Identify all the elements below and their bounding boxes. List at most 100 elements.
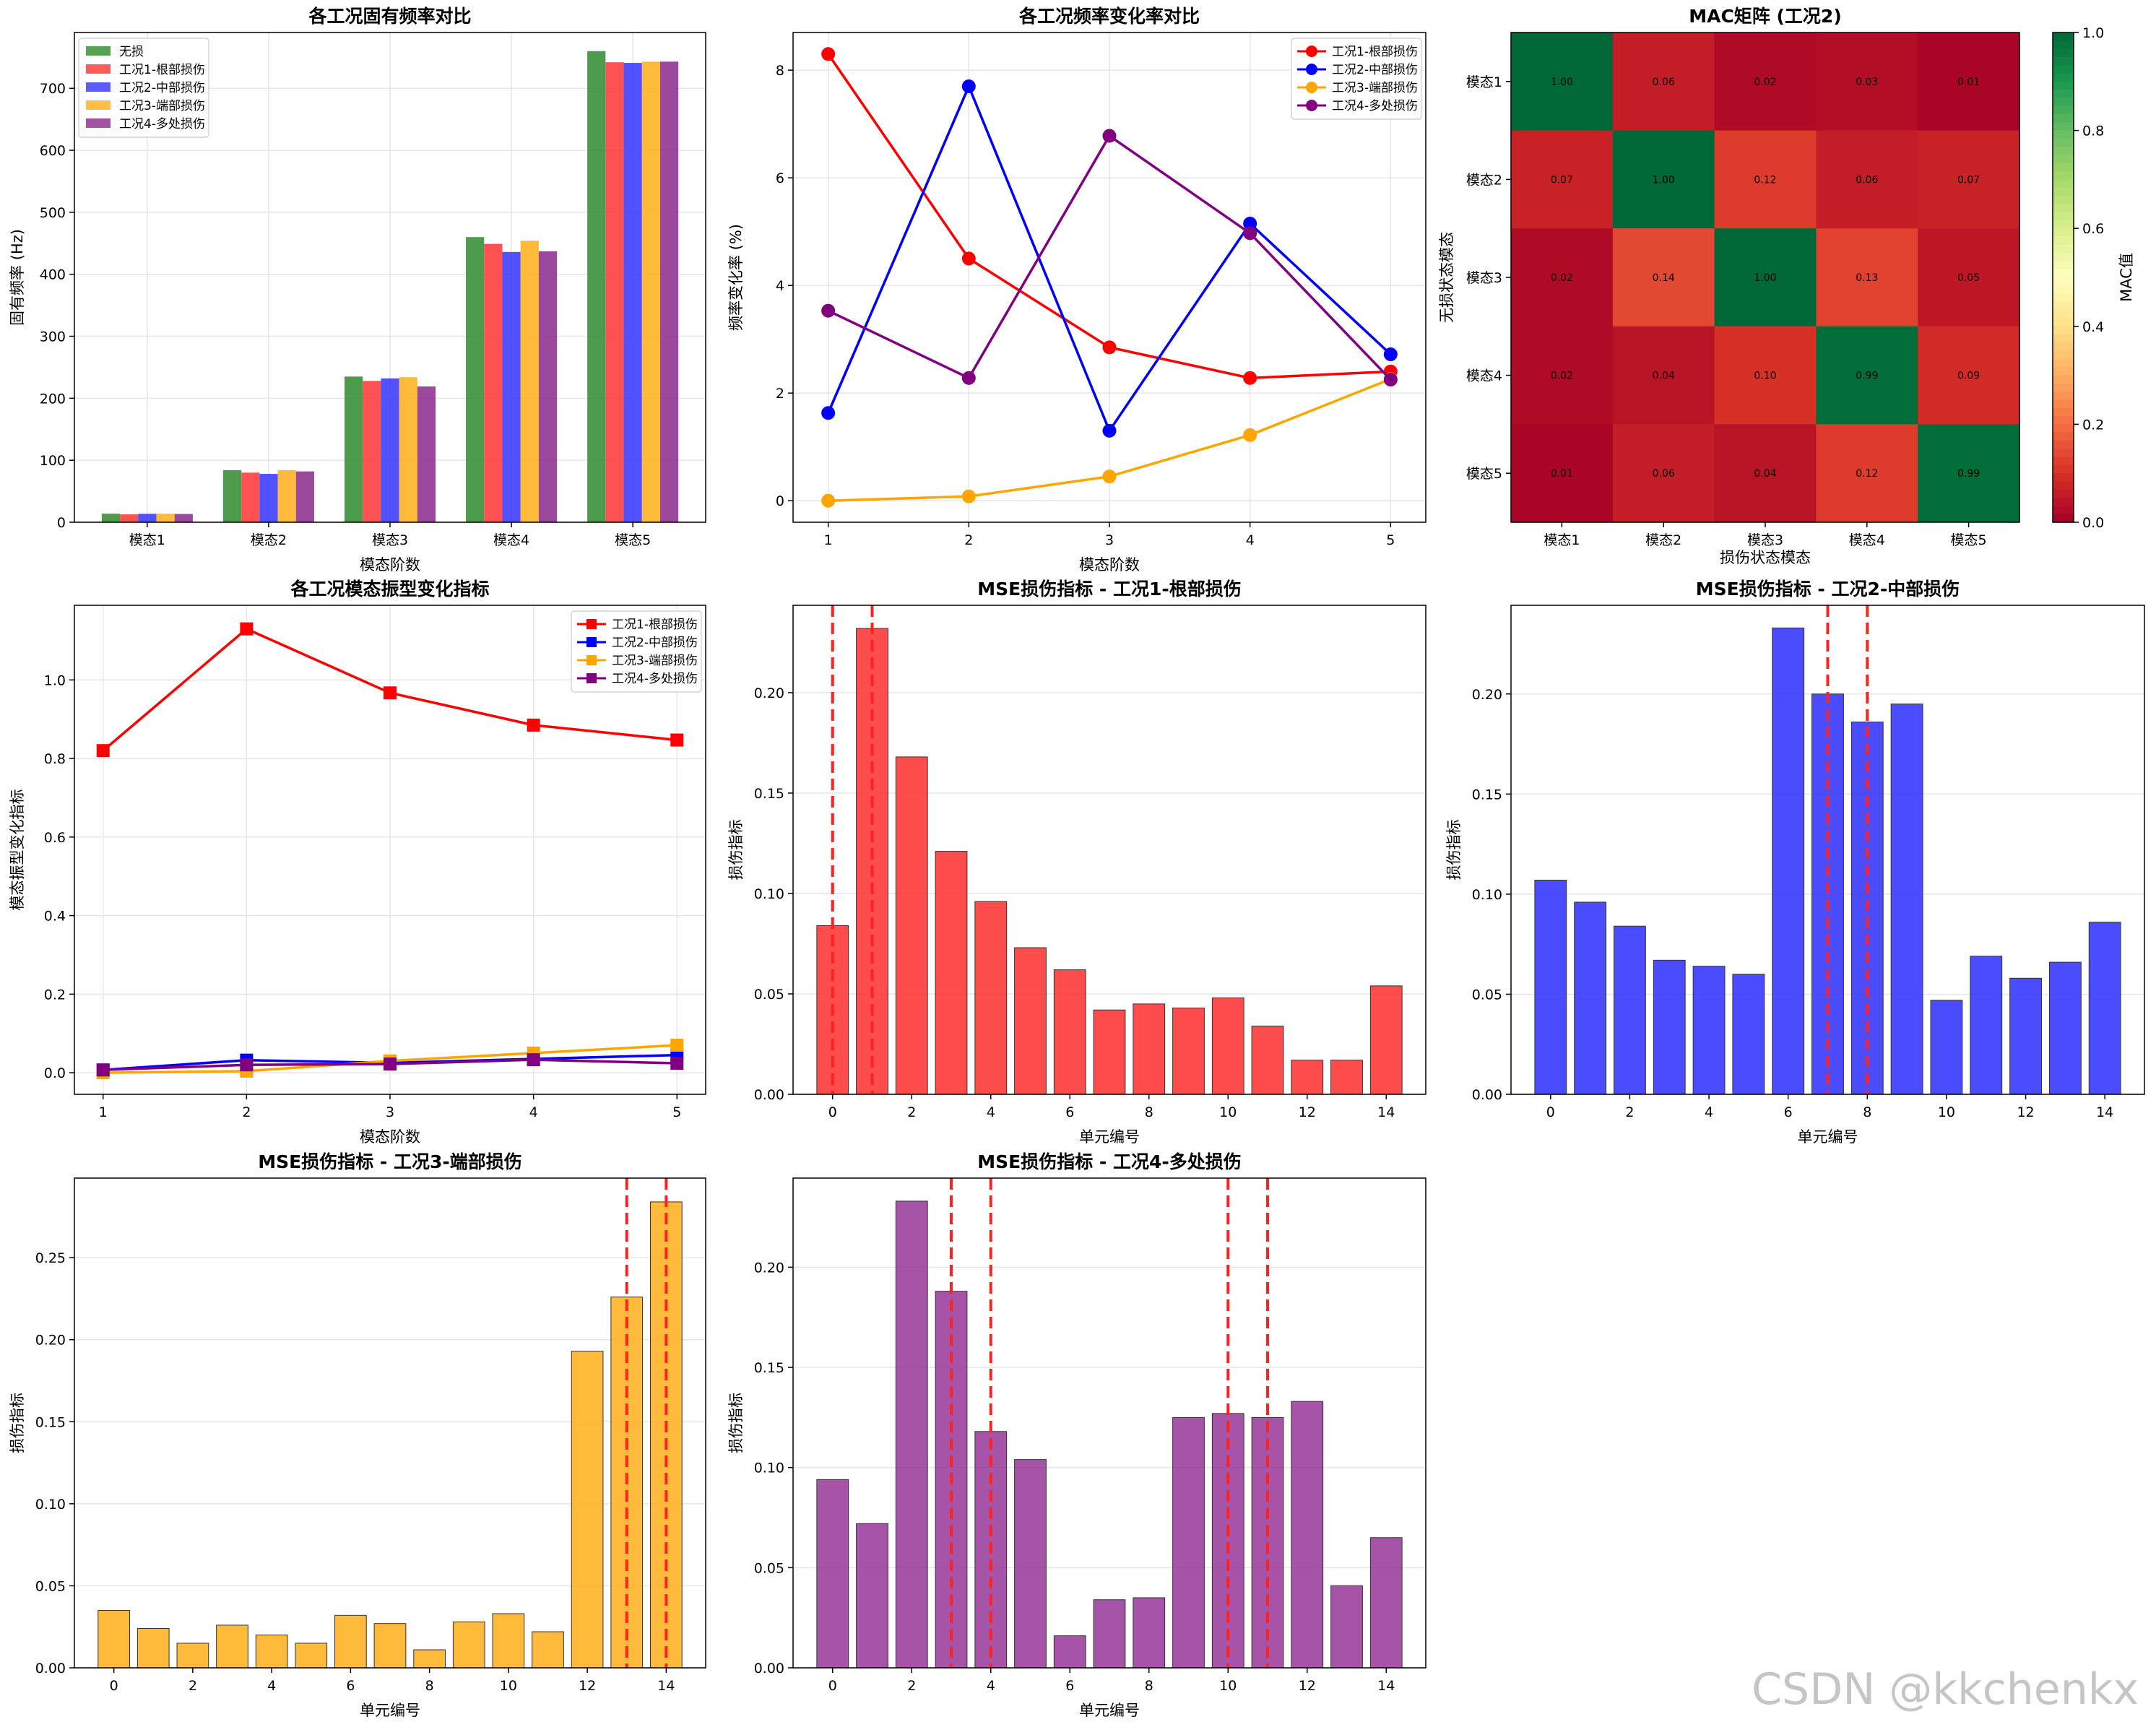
freqchange-legend-label: 工况3-端部损伤 <box>1332 81 1418 95</box>
mac-colorbar-tick-label: 1.0 <box>2082 25 2104 41</box>
mse3-xtick-label: 2 <box>189 1678 197 1694</box>
mac-ytick-label: 模态5 <box>1466 466 1502 482</box>
mse4-ytick-label: 0.00 <box>754 1661 784 1676</box>
mse1-xtick-label: 6 <box>1065 1104 1074 1120</box>
mse4-xtick-label: 4 <box>987 1678 995 1694</box>
mse4-ytick-label: 0.15 <box>754 1360 784 1376</box>
chart-mse2: 0.00 0.05 0.10 0.15 0.20 0 2 4 6 8 10 12 14 MSE损伤指标 -… <box>1445 579 2145 1146</box>
mse2-bar <box>1930 1000 1963 1095</box>
shape-xlabel: 模态阶数 <box>360 1128 420 1146</box>
shape-xtick-label: 5 <box>672 1104 681 1120</box>
mse2-ylabel: 损伤指标 <box>1445 820 1463 881</box>
mac-cell <box>1918 424 2020 523</box>
freqchange-point <box>1383 373 1398 387</box>
mse4-ytick-label: 0.20 <box>754 1260 784 1276</box>
freqchange-point <box>1102 340 1117 355</box>
mac-colorbar-tick-label: 0.6 <box>2082 221 2104 237</box>
mse1-xtick-label: 4 <box>987 1104 995 1120</box>
freqchange-legend-label: 工况1-根部损伤 <box>1332 45 1418 59</box>
mac-cell <box>1511 326 1614 425</box>
freqchange-point <box>961 251 976 266</box>
mac-colorbar-segment <box>2053 114 2074 123</box>
shape-legend-label: 工况3-端部损伤 <box>612 654 698 668</box>
mse1-xtick-label: 0 <box>828 1104 837 1120</box>
mse4-bar <box>895 1200 928 1669</box>
mse1-bar <box>856 628 888 1095</box>
mse1-bar <box>1093 1009 1126 1095</box>
mse4-xtick-label: 0 <box>828 1678 837 1694</box>
mse3-bar <box>98 1610 130 1669</box>
mac-colorbar-segment <box>2053 441 2074 449</box>
mse2-bar <box>2009 977 2042 1095</box>
mse2-frame <box>1510 605 2145 1095</box>
freqchange-ytick-label: 8 <box>776 63 784 79</box>
mac-cell-label: 0.01 <box>1957 77 1980 88</box>
mse1-xtick-label: 14 <box>1377 1104 1395 1120</box>
mac-colorbar-segment <box>2053 48 2074 58</box>
mse1-ylabel: 损伤指标 <box>727 820 745 881</box>
mac-cell-label: 0.02 <box>1551 371 1573 382</box>
shape-point <box>670 1039 684 1052</box>
mse3-xtick-label: 10 <box>500 1678 517 1694</box>
mse1-title: MSE损伤指标 - 工况1-根部损伤 <box>977 579 1242 600</box>
mse1-bar <box>1369 985 1403 1095</box>
freq-bar <box>587 51 606 523</box>
freq-bar <box>484 243 503 522</box>
mse1-bar <box>895 756 928 1095</box>
mse3-title: MSE损伤指标 - 工况3-端部损伤 <box>258 1151 522 1172</box>
mse3-xtick-label: 4 <box>267 1678 276 1694</box>
freqchange-point <box>1102 129 1117 143</box>
mac-xtick-label: 模态2 <box>1645 532 1681 548</box>
shape-legend-label: 工况2-中部损伤 <box>612 636 698 650</box>
mac-colorbar-segment <box>2053 65 2074 74</box>
freqchange-point <box>1243 216 1257 230</box>
mse2-ytick-label: 0.10 <box>1472 887 1502 903</box>
mse2-xtick-label: 10 <box>1938 1104 1955 1120</box>
freq-bar <box>502 251 521 522</box>
mac-colorbar-segment <box>2053 326 2074 335</box>
chart-mse3: 0.00 0.05 0.10 0.15 0.20 0.25 0 2 4 6 8 10 12 14 MSE损伤… <box>9 1151 706 1719</box>
freq-xtick-label: 模态2 <box>251 532 287 548</box>
mac-cell <box>1918 33 2020 131</box>
shape-legend-marker <box>586 637 597 647</box>
mse3-ylabel: 损伤指标 <box>9 1393 26 1453</box>
freq-ytick-label: 700 <box>40 81 66 97</box>
freq-ytick-label: 400 <box>40 267 66 283</box>
mac-cell-label: 0.04 <box>1754 468 1776 480</box>
freqchange-xlabel: 模态阶数 <box>1079 556 1140 574</box>
mac-colorbar-segment <box>2053 498 2074 506</box>
mse1-ytick-label: 0.10 <box>754 886 784 902</box>
freqchange-legend-label: 工况2-中部损伤 <box>1332 63 1418 77</box>
mac-colorbar-segment <box>2053 187 2074 196</box>
freq-bar <box>222 470 242 522</box>
freqchange-point <box>1102 423 1117 438</box>
mac-cell-label: 0.12 <box>1754 174 1776 186</box>
mac-colorbar-tick-label: 0.0 <box>2082 515 2104 531</box>
freqchange-point <box>821 303 836 318</box>
freq-bar <box>538 251 558 522</box>
mac-colorbar-segment <box>2053 310 2074 319</box>
mse4-bar <box>1133 1597 1166 1669</box>
freqchange-ytick-label: 0 <box>776 493 784 509</box>
mac-colorbar-segment <box>2053 253 2074 261</box>
freq-legend-swatch <box>86 82 111 92</box>
freq-xtick-label: 模态4 <box>493 532 529 548</box>
mac-colorbar-segment <box>2053 228 2074 238</box>
freqchange-frame <box>792 32 1426 523</box>
mac-cell-label: 1.00 <box>1653 174 1675 186</box>
mse2-bar <box>1970 956 2003 1095</box>
freq-bar <box>344 376 363 522</box>
shape-legend-label: 工况1-根部损伤 <box>612 618 698 632</box>
mse3-ytick-label: 0.20 <box>35 1333 66 1349</box>
shape-point <box>384 1057 397 1071</box>
mse1-bar <box>1251 1025 1284 1095</box>
freqchange-xtick-label: 5 <box>1386 532 1395 548</box>
mse1-bar <box>1172 1007 1205 1095</box>
mse4-xtick-label: 14 <box>1377 1678 1395 1694</box>
mse3-bar <box>452 1621 485 1669</box>
mac-colorbar-segment <box>2053 122 2074 131</box>
mac-colorbar-segment <box>2053 147 2074 156</box>
mse3-ytick-label: 0.25 <box>35 1250 66 1266</box>
mse2-xtick-label: 12 <box>2017 1104 2034 1120</box>
